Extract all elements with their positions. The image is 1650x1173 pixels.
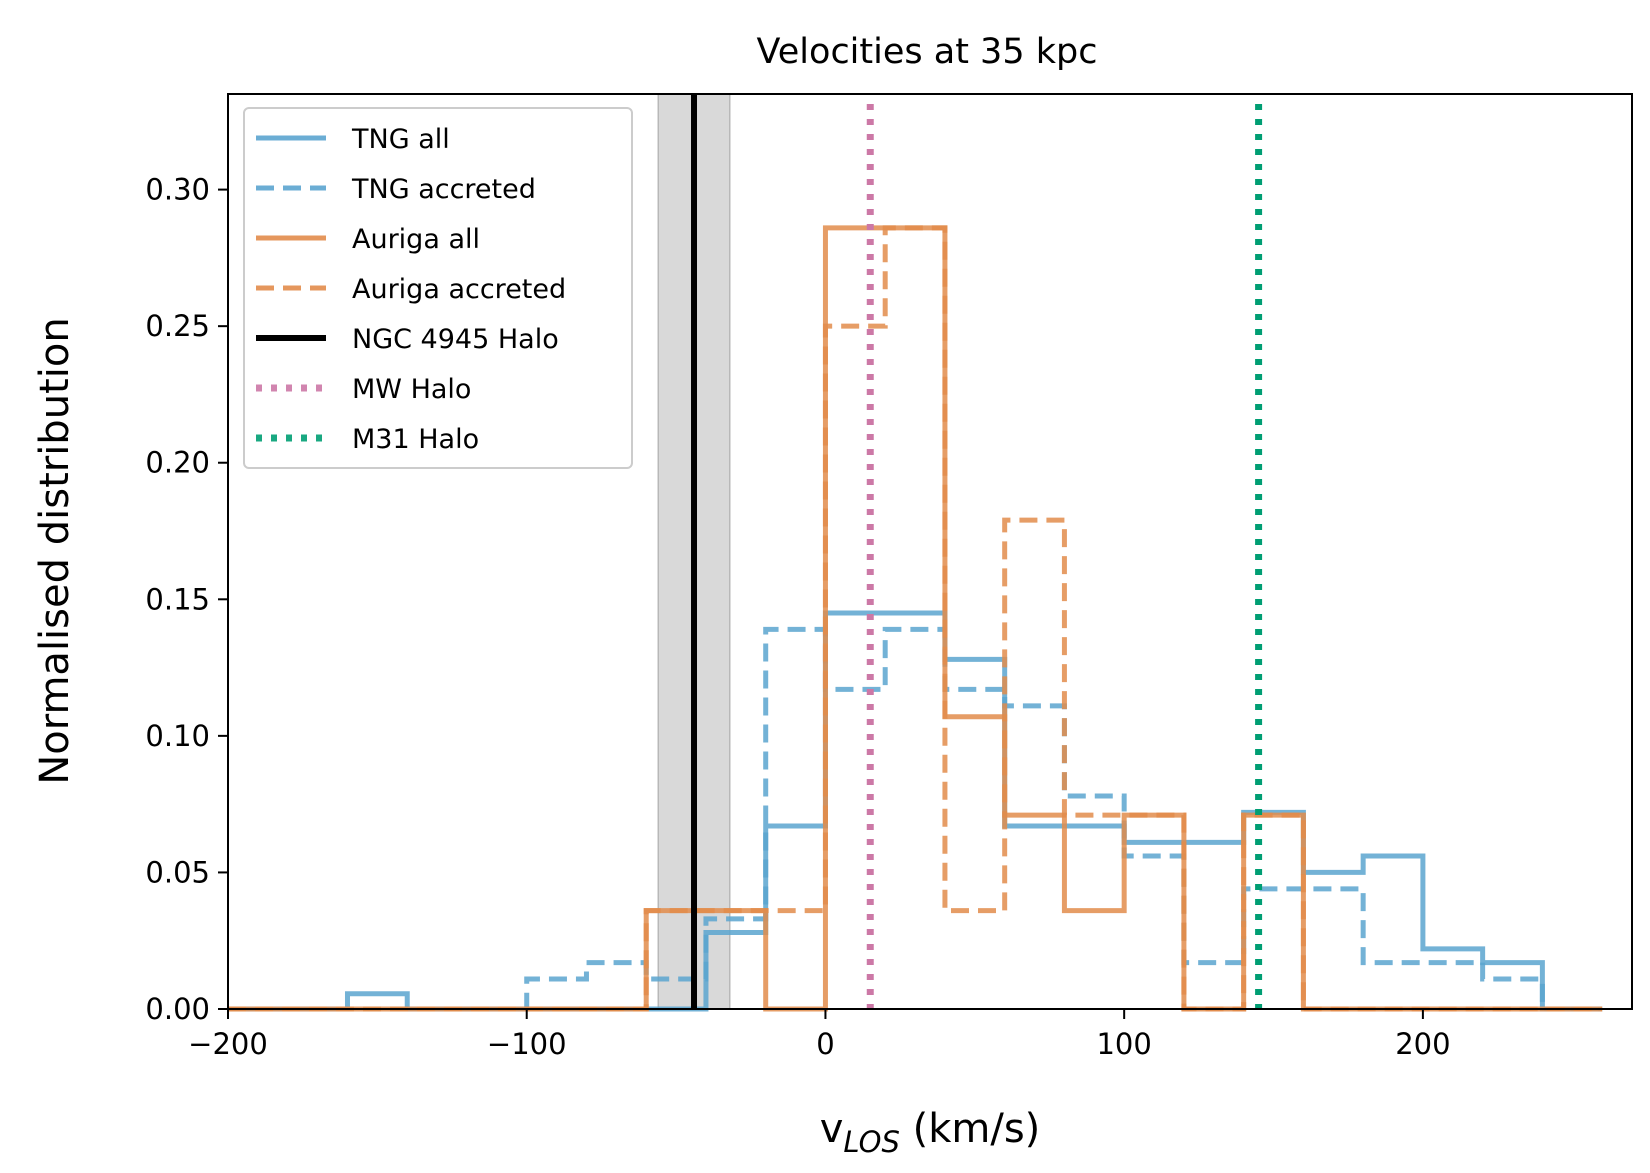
legend-label-auriga-accreted: Auriga accreted (352, 274, 566, 305)
legend-label-mw-halo: MW Halo (352, 374, 471, 405)
legend-label-tng-accreted: TNG accreted (351, 174, 536, 205)
x-tick-label: 0 (816, 1027, 834, 1061)
tng-all-histogram-series (228, 610, 1603, 1012)
legend-label-m31-halo: M31 Halo (352, 424, 479, 455)
x-axis-label: vLOS (km/s) (820, 1106, 1041, 1159)
x-tick-label: −100 (487, 1027, 567, 1061)
legend-label-ngc-4945-halo: NGC 4945 Halo (352, 324, 559, 355)
tng-accreted-histogram-series (228, 626, 1603, 1012)
legend: TNG all TNG accreted Auriga all Auriga accr… (243, 107, 633, 469)
x-tick-label: 100 (1096, 1027, 1151, 1061)
y-tick-label: 0.30 (145, 173, 210, 207)
x-tick-label: 200 (1395, 1027, 1450, 1061)
legend-label-tng-all: TNG all (351, 124, 450, 155)
y-axis-label: Normalised distribution (32, 317, 78, 784)
plot-area (227, 93, 1633, 1012)
y-tick-label: 0.25 (145, 309, 210, 343)
y-tick-label: 0.20 (145, 446, 210, 480)
x-axis-ticks: −200 −100 0 100 200 (188, 1009, 1451, 1061)
y-tick-label: 0.15 (145, 582, 210, 616)
legend-box (243, 107, 633, 469)
y-tick-label: 0.00 (145, 992, 210, 1026)
legend-items: TNG all TNG accreted Auriga all Auriga accr… (256, 124, 566, 455)
chart-title: Velocities at 35 kpc (757, 32, 1098, 72)
vertical-lines-layer (691, 94, 1263, 1009)
plot-frame (227, 93, 1633, 1010)
y-tick-label: 0.05 (145, 855, 210, 889)
y-axis-ticks: 0.00 0.05 0.10 0.15 0.20 0.25 0.30 (145, 173, 228, 1026)
x-tick-label: −200 (188, 1027, 268, 1061)
legend-label-auriga-all: Auriga all (352, 224, 480, 255)
y-tick-label: 0.10 (145, 719, 210, 753)
auriga-accreted-histogram-series (228, 225, 1603, 1012)
